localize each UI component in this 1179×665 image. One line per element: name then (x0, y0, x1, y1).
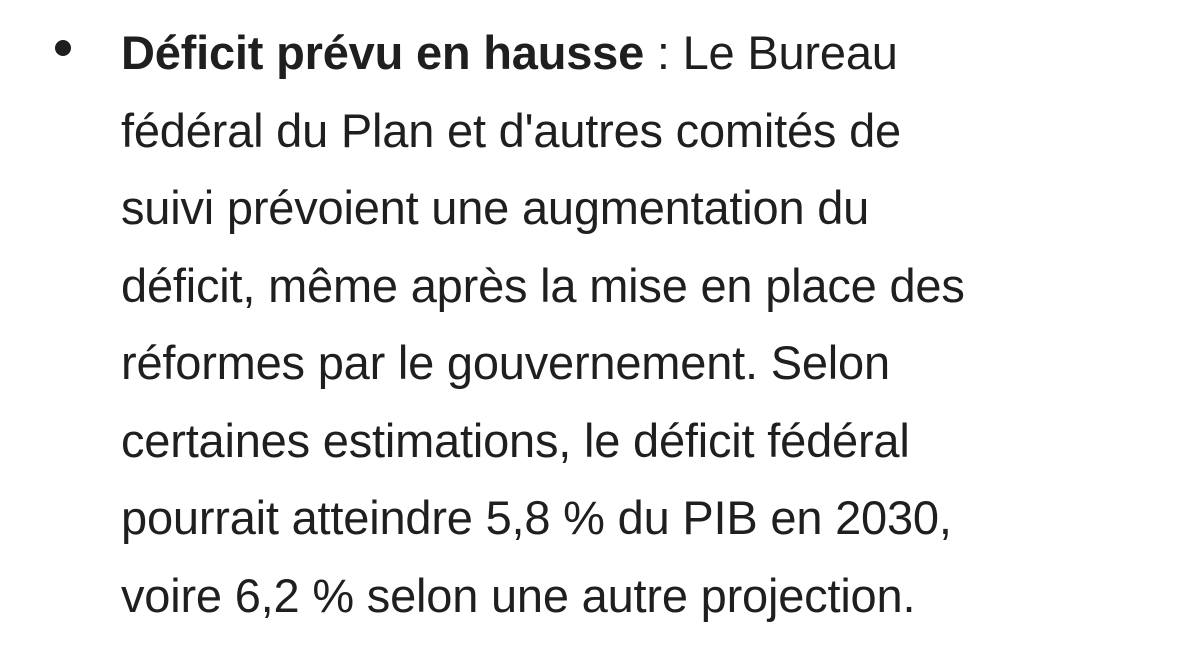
bullet-line-8: voire 6,2 % selon une autre projection. (121, 568, 916, 622)
bullet-line-text: Le Bureau (682, 26, 898, 79)
bullet-line-5: réformes par le gouvernement. Selon (121, 336, 890, 389)
bullet-line-7: pourrait atteindre 5,8 % du PIB en 2030, (121, 491, 952, 544)
bullet-text: Déficit prévu en hausse : Le Bureau fédé… (121, 14, 1171, 634)
bullet-line-4: déficit, même après la mise en place des (121, 258, 965, 312)
bullet-line-1: Déficit prévu en hausse : Le Bureau (121, 14, 1171, 92)
bullet-separator: : (644, 26, 683, 79)
bullet-line-6: certaines estimations, le déficit fédéra… (121, 413, 910, 467)
bullet-line-3: suivi prévoient une augmentation du (121, 181, 870, 234)
bullet-lead: Déficit prévu en hausse (121, 26, 645, 79)
bullet-dot-icon (55, 40, 71, 56)
bullet-line-2: fédéral du Plan et d'autres comités de (121, 103, 901, 157)
